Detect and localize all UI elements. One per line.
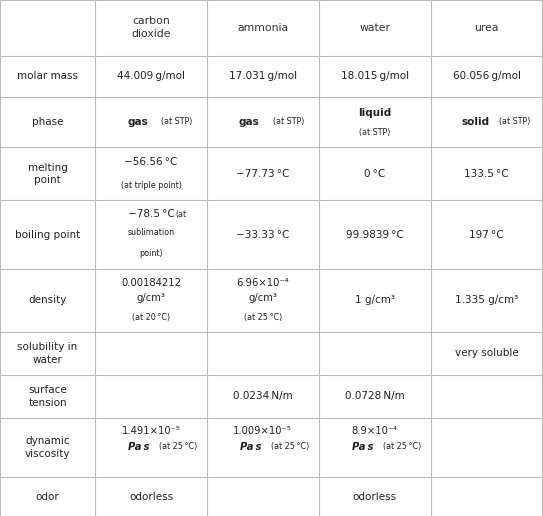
- Text: odorless: odorless: [352, 492, 397, 502]
- Text: −77.73 °C: −77.73 °C: [236, 169, 289, 179]
- Text: 0.0728 N/m: 0.0728 N/m: [345, 392, 405, 401]
- Text: (at 25 °C): (at 25 °C): [244, 314, 282, 322]
- Text: −33.33 °C: −33.33 °C: [236, 230, 289, 239]
- Text: point): point): [139, 249, 163, 258]
- Text: 197 °C: 197 °C: [469, 230, 504, 239]
- Text: gas: gas: [127, 117, 148, 127]
- Text: gas: gas: [239, 117, 260, 127]
- Text: (at 20 °C): (at 20 °C): [132, 314, 170, 322]
- Text: odor: odor: [36, 492, 59, 502]
- Text: water: water: [359, 23, 390, 33]
- Text: 0.00184212: 0.00184212: [121, 278, 181, 287]
- Text: solubility in
water: solubility in water: [17, 342, 78, 365]
- Text: (at: (at: [175, 209, 186, 219]
- Text: molar mass: molar mass: [17, 71, 78, 81]
- Text: g/cm³: g/cm³: [248, 294, 277, 303]
- Text: 133.5 °C: 133.5 °C: [464, 169, 509, 179]
- Text: odorless: odorless: [129, 492, 173, 502]
- Text: 17.031 g/mol: 17.031 g/mol: [229, 71, 297, 81]
- Text: 8.9×10⁻⁴: 8.9×10⁻⁴: [352, 426, 397, 436]
- Text: −56.56 °C: −56.56 °C: [124, 157, 178, 167]
- Text: sublimation: sublimation: [128, 228, 174, 237]
- Text: liquid: liquid: [358, 108, 392, 118]
- Text: urea: urea: [474, 23, 499, 33]
- Text: carbon
dioxide: carbon dioxide: [131, 17, 171, 39]
- Text: (at 25 °C): (at 25 °C): [159, 442, 197, 451]
- Text: 0 °C: 0 °C: [364, 169, 386, 179]
- Text: phase: phase: [31, 117, 64, 127]
- Text: very soluble: very soluble: [454, 348, 519, 359]
- Text: 0.0234 N/m: 0.0234 N/m: [233, 392, 293, 401]
- Text: melting
point: melting point: [28, 163, 67, 185]
- Text: (at STP): (at STP): [359, 128, 390, 137]
- Text: 44.009 g/mol: 44.009 g/mol: [117, 71, 185, 81]
- Text: boiling point: boiling point: [15, 230, 80, 239]
- Text: dynamic
viscosity: dynamic viscosity: [25, 437, 70, 459]
- Text: 6.96×10⁻⁴: 6.96×10⁻⁴: [237, 278, 289, 287]
- Text: Pa s: Pa s: [128, 442, 150, 452]
- Text: 60.056 g/mol: 60.056 g/mol: [452, 71, 521, 81]
- Text: (at STP): (at STP): [499, 117, 531, 126]
- Text: 1.491×10⁻⁵: 1.491×10⁻⁵: [122, 426, 180, 436]
- Text: 99.9839 °C: 99.9839 °C: [346, 230, 403, 239]
- Text: (at 25 °C): (at 25 °C): [271, 442, 309, 451]
- Text: 1.009×10⁻⁵: 1.009×10⁻⁵: [233, 426, 292, 436]
- Text: g/cm³: g/cm³: [136, 294, 166, 303]
- Text: −78.5 °C: −78.5 °C: [128, 209, 174, 219]
- Text: 1.335 g/cm³: 1.335 g/cm³: [455, 295, 518, 305]
- Text: surface
tension: surface tension: [28, 385, 67, 408]
- Text: (at 25 °C): (at 25 °C): [383, 442, 421, 451]
- Text: (at STP): (at STP): [273, 117, 305, 126]
- Text: ammonia: ammonia: [237, 23, 288, 33]
- Text: solid: solid: [462, 117, 490, 127]
- Text: 18.015 g/mol: 18.015 g/mol: [340, 71, 409, 81]
- Text: (at triple point): (at triple point): [121, 181, 181, 190]
- Text: Pa s: Pa s: [240, 442, 262, 452]
- Text: density: density: [28, 295, 67, 305]
- Text: Pa s: Pa s: [352, 442, 374, 452]
- Text: (at STP): (at STP): [161, 117, 193, 126]
- Text: 1 g/cm³: 1 g/cm³: [355, 295, 395, 305]
